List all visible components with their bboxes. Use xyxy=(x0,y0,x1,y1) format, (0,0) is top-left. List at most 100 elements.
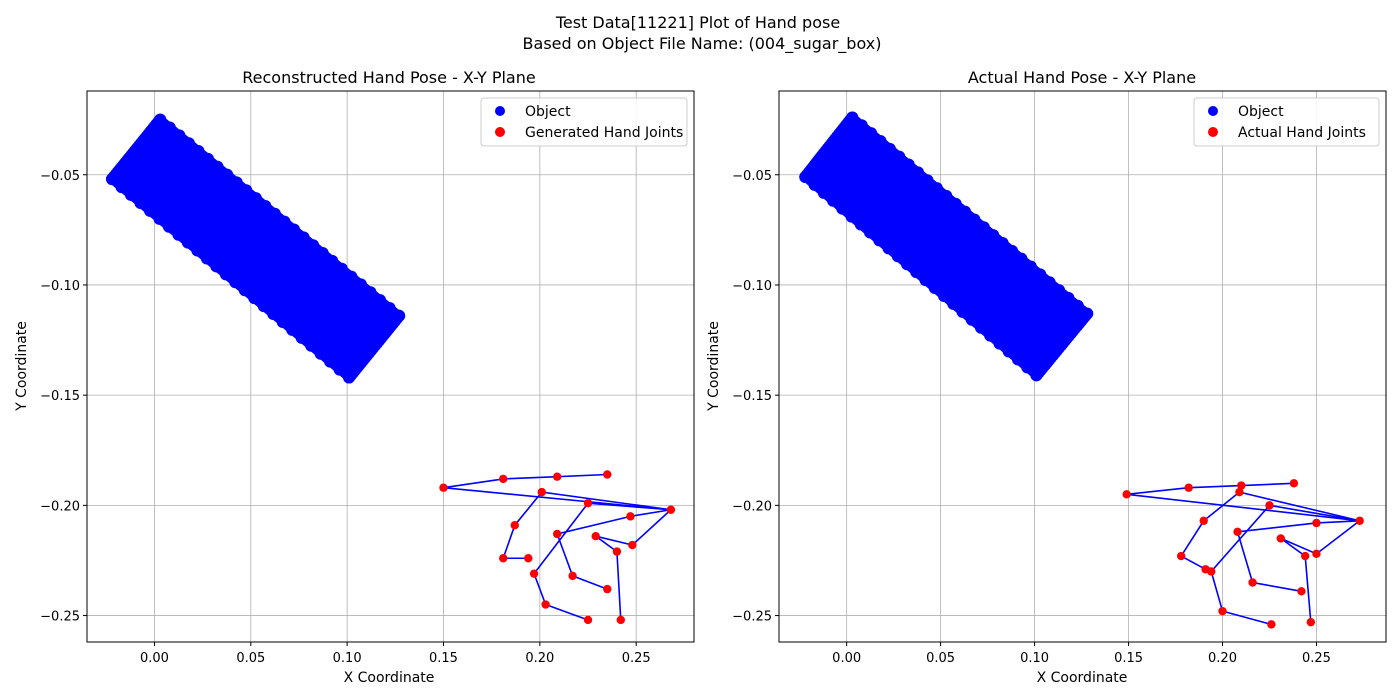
left-object-point xyxy=(297,231,310,244)
left-object-point xyxy=(219,268,232,281)
left-object-point xyxy=(307,239,320,252)
left-object-point xyxy=(276,315,289,328)
right-y-tick-label: −0.20 xyxy=(732,499,772,514)
left-object-point xyxy=(374,294,387,307)
right-finger-3-bone xyxy=(1210,504,1360,626)
left-object-point xyxy=(335,262,348,275)
right-object-point xyxy=(947,297,960,310)
right-object-point xyxy=(1043,276,1056,289)
left-hand-joint xyxy=(568,571,577,581)
right-hand-joint xyxy=(1233,527,1242,536)
right-y-tick-label: −0.25 xyxy=(732,610,772,625)
right-hand-joint xyxy=(1176,551,1186,561)
left-object-point xyxy=(181,236,194,249)
left-x-tick-label: 0.25 xyxy=(622,651,651,666)
left-plot-title: Reconstructed Hand Pose - X-Y Plane xyxy=(242,68,535,87)
right-object-point xyxy=(893,150,906,163)
left-object-point xyxy=(200,252,213,265)
left-object-point xyxy=(295,331,308,344)
left-finger-3-bone xyxy=(533,502,671,621)
right-object-point xyxy=(882,242,895,255)
left-hand-joint xyxy=(583,615,593,625)
right-legend-object-label: Object xyxy=(1238,104,1284,120)
left-legend-hand-label: Generated Hand Joints xyxy=(525,125,683,141)
left-hand-joint xyxy=(537,487,546,497)
right-hand-joint xyxy=(1312,549,1321,559)
left-axes-frame xyxy=(86,90,695,643)
left-object-point xyxy=(115,181,128,194)
left-object-point xyxy=(173,129,186,142)
right-object-point xyxy=(855,119,868,132)
right-hand-joint xyxy=(1276,534,1285,543)
left-hand-joint xyxy=(583,498,593,508)
left-hand-joint xyxy=(499,474,508,484)
left-y-axis-label: Y Coordinate xyxy=(14,321,30,412)
right-plot-area xyxy=(799,111,1364,629)
right-object-point xyxy=(865,127,878,140)
right-hand-joint xyxy=(1265,501,1274,510)
right-x-tick-label: 0.05 xyxy=(926,651,955,666)
left-y-tick-label: −0.15 xyxy=(40,389,80,404)
right-legend-hand-label: Actual Hand Joints xyxy=(1238,125,1366,141)
left-object-point xyxy=(210,260,223,273)
right-object-point xyxy=(1053,284,1066,297)
right-object-point xyxy=(808,178,821,191)
right-object-point xyxy=(930,182,943,195)
left-object-point xyxy=(182,137,195,150)
right-hand-joint xyxy=(1306,617,1316,627)
right-object-point xyxy=(928,282,941,295)
left-object-point xyxy=(326,254,339,267)
right-object-point xyxy=(910,266,923,279)
right-y-tick-label: −0.05 xyxy=(732,169,772,184)
left-object-point xyxy=(162,220,175,233)
left-hand-joint xyxy=(612,547,622,556)
right-hand-joint xyxy=(1218,606,1227,616)
left-object-point xyxy=(314,347,327,360)
left-object-point xyxy=(229,276,242,289)
left-hand-joint xyxy=(552,529,562,539)
left-y-tick-label: −0.20 xyxy=(40,499,80,514)
left-object-point xyxy=(192,145,205,158)
right-hand-joint xyxy=(1235,487,1244,497)
left-object-point xyxy=(125,189,138,202)
left-x-tick-label: 0.20 xyxy=(525,651,554,666)
left-plot: Reconstructed Hand Pose - X-Y Plane X Co… xyxy=(14,68,695,686)
right-object-point xyxy=(940,189,953,202)
left-object-point xyxy=(191,244,204,257)
right-object-point-cloud xyxy=(800,112,1092,380)
right-x-tick-label: 0.00 xyxy=(832,651,861,666)
left-hand-joint xyxy=(616,615,625,625)
right-object-point xyxy=(817,186,830,199)
right-legend: Object Actual Hand Joints xyxy=(1193,97,1380,147)
left-object-point xyxy=(288,223,301,236)
right-object-point xyxy=(919,274,932,287)
left-object-point xyxy=(267,308,280,321)
right-object-point xyxy=(959,205,972,218)
right-object-point xyxy=(874,134,887,147)
left-object-point xyxy=(172,228,185,241)
right-object-point xyxy=(901,258,914,271)
right-object-point xyxy=(873,234,886,247)
right-object-point xyxy=(1034,268,1047,281)
left-object-point xyxy=(230,176,243,189)
left-finger-5-bone xyxy=(595,509,672,621)
left-hand-joint xyxy=(552,472,562,481)
right-object-point xyxy=(1024,260,1037,273)
right-axes-frame xyxy=(778,90,1387,643)
left-y-tick-label: −0.25 xyxy=(40,610,80,625)
right-y-axis-label: Y Coordinate xyxy=(706,321,722,412)
right-object-point xyxy=(1062,291,1075,304)
left-hand-joint xyxy=(666,505,676,514)
right-object-point xyxy=(891,250,904,263)
left-hand-joint xyxy=(603,470,612,479)
right-hand-joint xyxy=(1355,516,1364,525)
right-object-point xyxy=(1006,244,1019,257)
left-object-point xyxy=(393,309,406,322)
right-hand-joint xyxy=(1237,481,1246,490)
left-object-point xyxy=(324,355,337,368)
left-x-tick-label: 0.10 xyxy=(333,651,362,666)
left-legend-box xyxy=(480,97,688,147)
left-legend-object-marker xyxy=(495,106,505,116)
left-object-point xyxy=(163,121,176,134)
left-object-point xyxy=(278,215,291,228)
